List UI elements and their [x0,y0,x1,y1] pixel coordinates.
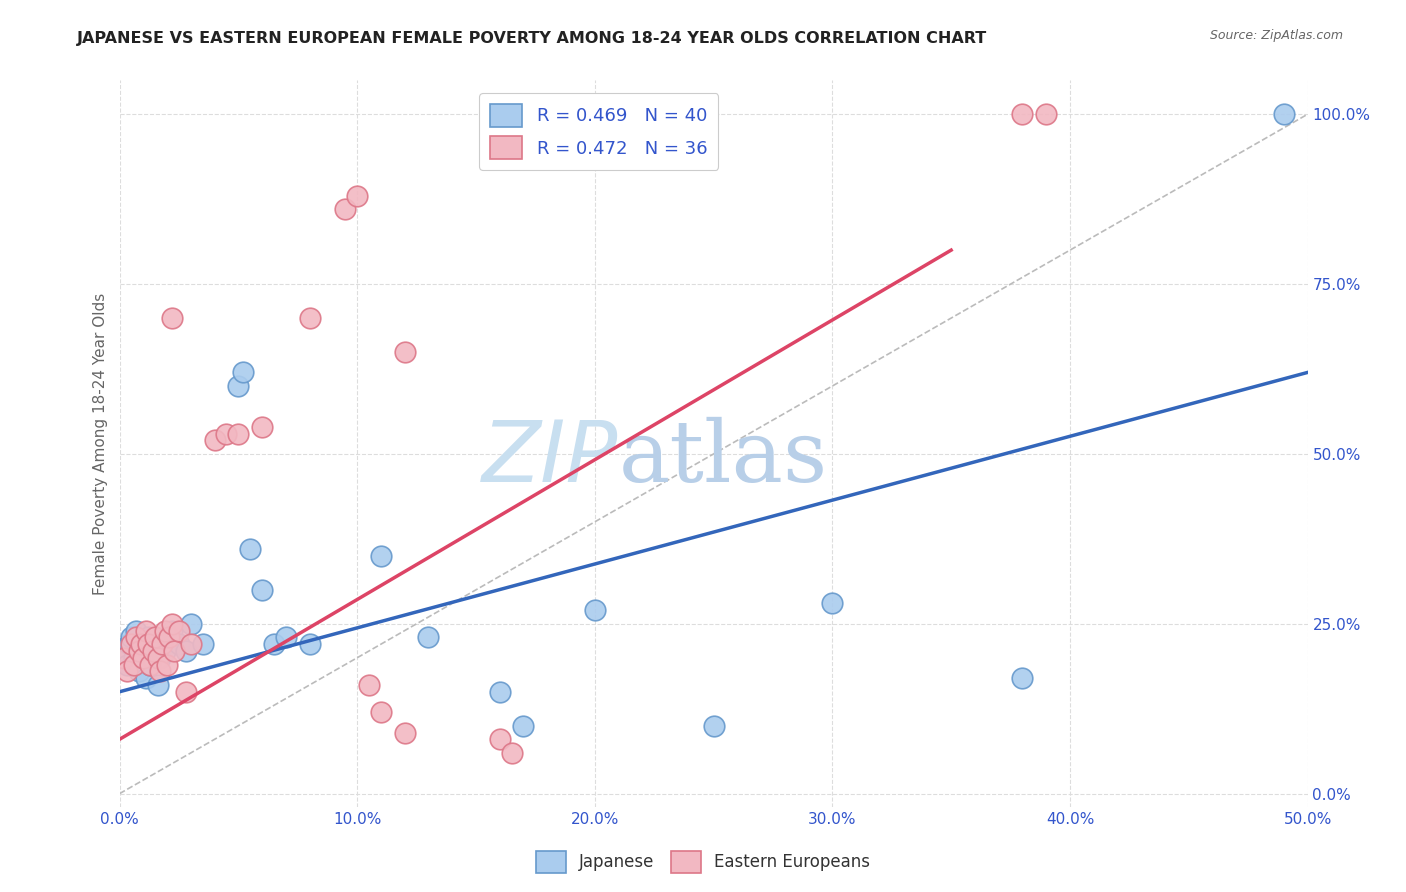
Point [228,426,250,441]
Point [120,637,142,651]
Point [129,637,152,651]
Point [122,657,145,672]
Point [394,345,416,359]
Point [160,616,183,631]
Point [118,637,141,651]
Point [153,644,176,658]
Point [129,637,152,651]
Point [125,624,148,638]
Point [263,637,285,651]
Point [149,650,172,665]
Point [163,644,186,658]
Point [174,685,197,699]
Point [128,665,150,679]
Point [167,624,190,638]
Point [167,637,190,651]
Point [146,650,169,665]
Point [1011,107,1033,121]
Point [174,644,197,658]
Point [180,637,202,651]
Point [157,631,180,645]
Point [250,582,273,597]
Point [394,725,416,739]
Point [139,657,162,672]
Point [149,665,172,679]
Point [135,671,157,685]
Text: atlas: atlas [619,417,828,500]
Point [136,631,159,645]
Point [215,426,238,441]
Point [125,631,148,645]
Point [357,678,380,692]
Point [180,616,202,631]
Point [120,631,142,645]
Point [132,650,155,665]
Y-axis label: Female Poverty Among 18-24 Year Olds: Female Poverty Among 18-24 Year Olds [93,293,108,595]
Point [136,637,159,651]
Point [488,732,510,747]
Point [150,637,173,651]
Point [821,596,844,610]
Point [156,657,179,672]
Point [115,665,138,679]
Text: Source: ZipAtlas.com: Source: ZipAtlas.com [1209,29,1343,42]
Point [160,311,183,326]
Point [160,624,183,638]
Point [346,188,368,202]
Text: ZIP: ZIP [482,417,619,500]
Point [122,650,145,665]
Text: JAPANESE VS EASTERN EUROPEAN FEMALE POVERTY AMONG 18-24 YEAR OLDS CORRELATION CH: JAPANESE VS EASTERN EUROPEAN FEMALE POVE… [77,31,987,46]
Point [150,637,173,651]
Point [153,624,176,638]
Point [488,685,510,699]
Point [143,631,166,645]
Point [335,202,357,217]
Point [142,644,165,658]
Point [146,678,169,692]
Point [250,419,273,434]
Point [142,644,165,658]
Point [1272,107,1295,121]
Legend: R = 0.469   N = 40, R = 0.472   N = 36: R = 0.469 N = 40, R = 0.472 N = 36 [479,93,718,170]
Point [112,644,135,658]
Point [139,657,162,672]
Point [501,746,523,760]
Point [239,542,262,557]
Point [583,603,606,617]
Point [156,631,179,645]
Point [128,644,150,658]
Point [204,434,226,448]
Point [1035,107,1057,121]
Point [191,637,214,651]
Point [232,366,254,380]
Point [512,719,534,733]
Point [228,379,250,393]
Point [298,637,321,651]
Point [418,631,440,645]
Legend: Japanese, Eastern Europeans: Japanese, Eastern Europeans [529,845,877,880]
Point [112,650,135,665]
Point [132,650,155,665]
Point [143,637,166,651]
Point [370,549,392,563]
Point [298,311,321,326]
Point [115,657,138,672]
Point [370,705,392,719]
Point [274,631,297,645]
Point [135,624,157,638]
Point [1011,671,1033,685]
Point [702,719,725,733]
